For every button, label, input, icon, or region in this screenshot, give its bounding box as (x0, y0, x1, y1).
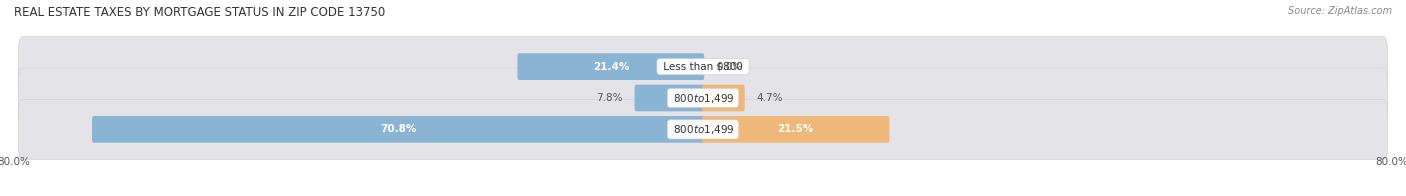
FancyBboxPatch shape (18, 37, 1388, 97)
Text: REAL ESTATE TAXES BY MORTGAGE STATUS IN ZIP CODE 13750: REAL ESTATE TAXES BY MORTGAGE STATUS IN … (14, 6, 385, 19)
Text: Source: ZipAtlas.com: Source: ZipAtlas.com (1288, 6, 1392, 16)
FancyBboxPatch shape (18, 68, 1388, 128)
Legend: Without Mortgage, With Mortgage: Without Mortgage, With Mortgage (593, 193, 813, 196)
Text: 21.4%: 21.4% (593, 62, 628, 72)
Text: $800 to $1,499: $800 to $1,499 (671, 123, 735, 136)
Text: Less than $800: Less than $800 (659, 62, 747, 72)
FancyBboxPatch shape (517, 53, 704, 80)
FancyBboxPatch shape (18, 99, 1388, 159)
FancyBboxPatch shape (634, 85, 704, 111)
FancyBboxPatch shape (91, 116, 704, 143)
FancyBboxPatch shape (702, 116, 890, 143)
Text: $800 to $1,499: $800 to $1,499 (671, 92, 735, 104)
Text: 0.0%: 0.0% (716, 62, 742, 72)
Text: 7.8%: 7.8% (596, 93, 623, 103)
Text: 4.7%: 4.7% (756, 93, 783, 103)
Text: 21.5%: 21.5% (778, 124, 814, 134)
FancyBboxPatch shape (702, 85, 745, 111)
Text: 70.8%: 70.8% (380, 124, 416, 134)
